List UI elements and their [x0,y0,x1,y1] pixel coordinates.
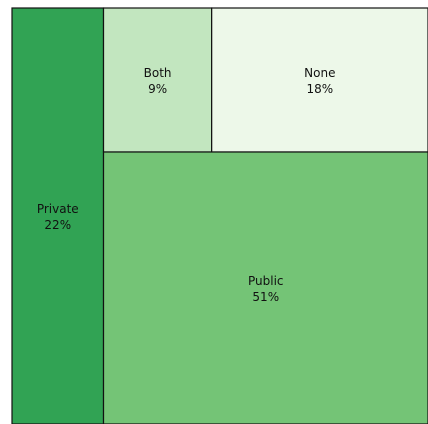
tile-private-value: 22% [44,218,71,232]
tile-none-value: 18% [307,82,334,96]
tile-private-rect [11,7,105,424]
tile-both: Both 9% [102,7,213,153]
tile-public-value: 51% [252,290,279,304]
tile-none-rect [211,7,428,153]
tile-public-rect [102,151,428,424]
tile-none-name: None [304,66,335,80]
tile-both-rect [102,7,213,153]
tile-both-name: Both [144,66,172,80]
tile-public: Public 51% [102,151,428,424]
tile-public-name: Public [248,274,284,288]
tile-none: None 18% [211,7,428,153]
tile-private: Private 22% [11,7,105,424]
tile-private-name: Private [37,202,79,216]
tile-both-value: 9% [148,82,167,96]
